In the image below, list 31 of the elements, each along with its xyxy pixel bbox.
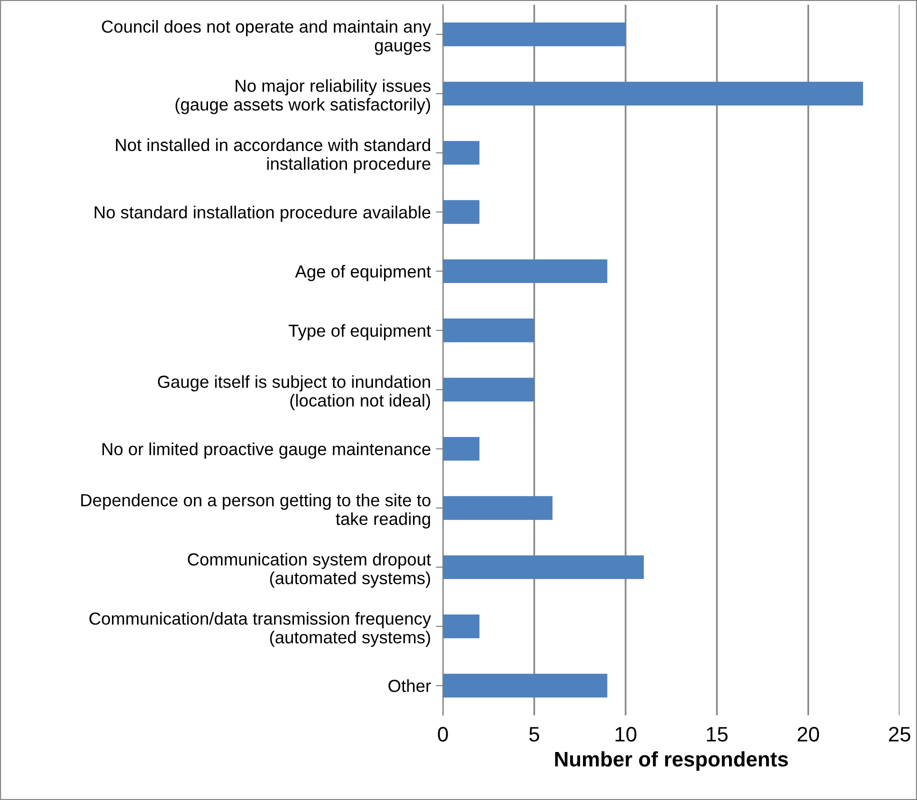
x-tick-label: 25 [889,726,910,742]
y-tick-label: Gauge itself is subject to inundation (location not ideal) [158,375,430,410]
x-tick-label: 20 [798,726,820,742]
y-tick-label: Council does not operate and maintain any gauges [102,20,432,55]
bar [442,674,608,698]
bar [442,614,480,638]
bar [442,200,480,224]
y-tick-label: No major reliability issues (gauge assets work satisfactorily) [176,79,430,114]
bar [442,436,480,461]
y-tick-label: Dependence on a person getting to the site to take reading [81,494,430,528]
bar [442,318,534,342]
y-tick-label: Age of equipment [295,264,431,282]
x-tick-label: 0 [438,726,448,742]
x-tick-label: 10 [616,726,636,742]
y-tick-label: Other [388,679,431,692]
y-tick-label: No standard installation procedure available [94,206,430,222]
bar [442,82,864,106]
bar [442,259,608,284]
x-axis-title: Number of respondents [555,751,788,771]
y-tick-label: No or limited proactive gauge maintenance [102,442,430,459]
bar [442,378,534,402]
y-tick-label: Not installed in accordance with standard installation procedure [116,138,430,174]
bar [442,140,480,165]
x-tick-label: 5 [529,727,540,742]
x-tick-label: 15 [706,727,728,742]
bar [442,22,626,46]
y-tick-label: Communication/data transmission frequency (automated systems) [89,612,432,647]
y-tick-label: Type of equipment [288,324,431,340]
bar [442,496,553,520]
y-tick-label: Communication system dropout (automated systems) [188,552,431,588]
bar [442,555,644,580]
